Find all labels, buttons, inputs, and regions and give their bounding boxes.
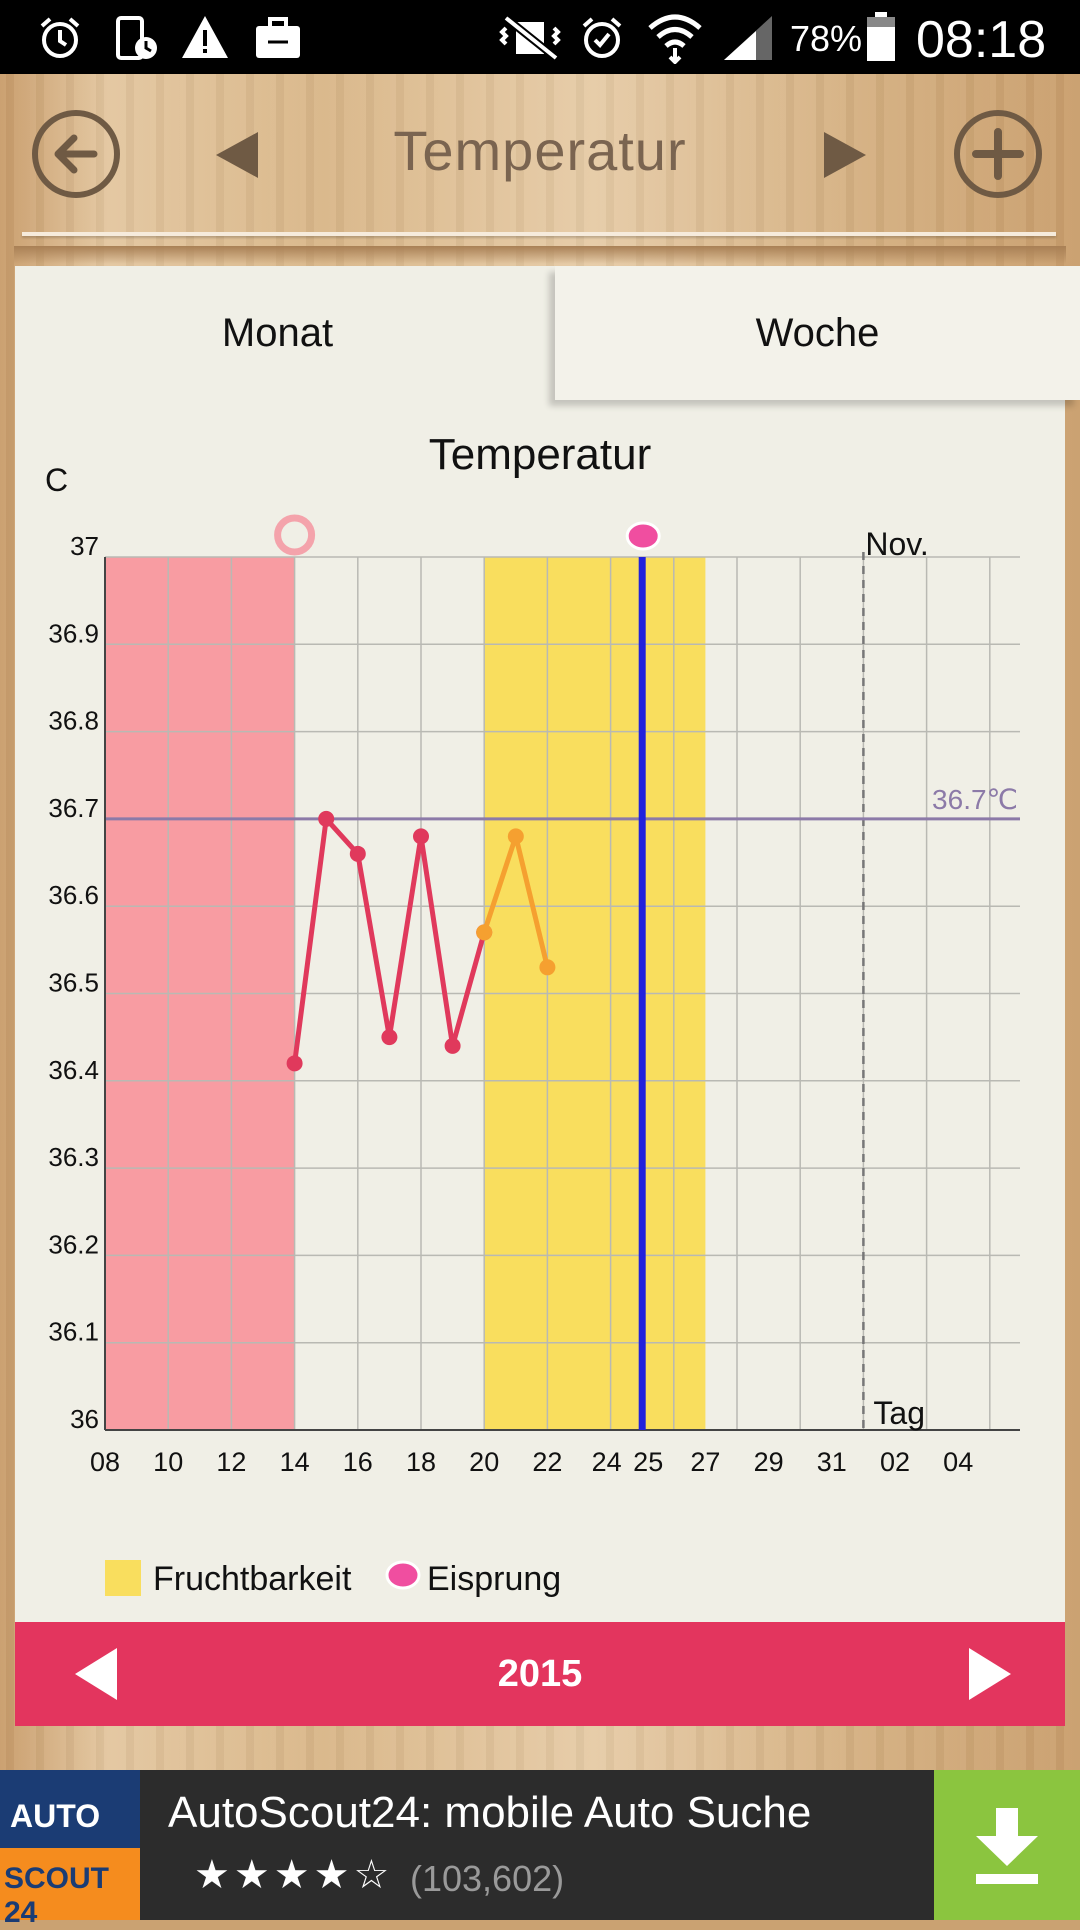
- temperature-chart: Temperatur C 37 36.9 36.8 36.7 36.6 36.5 36.4 3…: [45, 430, 1020, 1598]
- x-tick-label: 20: [469, 1447, 499, 1477]
- x-tick-label: 12: [216, 1447, 246, 1477]
- logo-top-text: AUTO: [10, 1798, 101, 1834]
- ovulation-line: [638, 557, 646, 1430]
- y-tick-label: 36.4: [48, 1055, 99, 1085]
- data-point: [539, 959, 556, 976]
- y-tick-label: 36.8: [48, 706, 99, 736]
- x-tick-label: 24: [592, 1447, 622, 1477]
- ovulation-marker: [625, 521, 661, 551]
- year-label: 2015: [497, 1653, 583, 1695]
- tab-monat[interactable]: Monat: [15, 266, 540, 400]
- data-point: [349, 845, 366, 862]
- data-point: [286, 1055, 303, 1072]
- phone-clock-icon: [116, 16, 157, 60]
- y-tick-label: 36.2: [48, 1229, 99, 1259]
- briefcase-icon: [256, 17, 300, 58]
- ad-title[interactable]: AutoScout24: mobile Auto Suche: [168, 1788, 812, 1837]
- y-tick-label: 36.6: [48, 880, 99, 910]
- x-tick-label: 02: [880, 1447, 910, 1477]
- chart-card: Temperatur C 37 36.9 36.8 36.7 36.6 36.5 36.4 3…: [15, 422, 1065, 1622]
- page-title: Temperatur: [393, 119, 687, 182]
- x-tick-label: 27: [690, 1447, 720, 1477]
- ad-banner[interactable]: AUTO SCOUT 24 AutoScout24: mobile Auto S…: [0, 1770, 1080, 1929]
- ad-review-count: (103,602): [410, 1858, 565, 1899]
- signal-icon: [724, 16, 772, 60]
- plus-circle-icon: [972, 128, 1024, 180]
- alarm-icon: [582, 17, 622, 58]
- battery-icon: [867, 12, 895, 61]
- next-page-button[interactable]: [820, 130, 870, 180]
- battery-percent: 78%: [790, 18, 863, 59]
- data-point: [507, 828, 524, 845]
- legend-swatch-fruchtbarkeit: [105, 1560, 141, 1596]
- x-tick-label: 10: [153, 1447, 183, 1477]
- x-tick-label: 08: [90, 1447, 120, 1477]
- ad-rating-stars: ★★★★☆: [194, 1853, 394, 1897]
- series-line-1: [292, 816, 487, 1064]
- wifi-icon: [648, 14, 702, 64]
- triangle-left-icon: [75, 1648, 117, 1700]
- x-tick-label: 14: [280, 1447, 310, 1477]
- download-icon: [976, 1808, 1038, 1884]
- reference-line-label: 36.7℃: [932, 784, 1018, 815]
- ad-app-logo[interactable]: AUTO SCOUT 24: [0, 1770, 140, 1929]
- arrow-left-circle-icon: [54, 134, 98, 174]
- data-point: [381, 1029, 398, 1046]
- y-tick-label: 36.7: [48, 793, 99, 823]
- x-tick-label: 31: [817, 1447, 847, 1477]
- x-tick-label: 16: [343, 1447, 373, 1477]
- y-tick-label: 36.9: [48, 618, 99, 648]
- x-tick-label: 18: [406, 1447, 436, 1477]
- triangle-right-icon: [824, 132, 866, 178]
- tab-woche[interactable]: Woche: [555, 266, 1080, 400]
- y-axis-label: C: [45, 462, 68, 498]
- back-button[interactable]: [32, 110, 120, 198]
- tab-bar: Monat Woche: [15, 266, 1080, 422]
- x-tick-label: 25: [633, 1447, 663, 1477]
- data-point: [476, 924, 493, 941]
- y-tick-label: 36.5: [48, 968, 99, 998]
- next-year-button[interactable]: [965, 1646, 1015, 1702]
- clock: 08:18: [916, 11, 1047, 69]
- y-tick-label: 36.1: [48, 1317, 99, 1347]
- data-point: [318, 810, 335, 827]
- add-button[interactable]: [954, 110, 1042, 198]
- legend-swatch-eisprung: [385, 1560, 421, 1590]
- alarm-icon: [40, 17, 80, 58]
- status-bar: 78% 08:18: [0, 0, 1080, 74]
- prev-year-button[interactable]: [71, 1646, 121, 1702]
- legend-label-fruchtbarkeit: Fruchtbarkeit: [153, 1560, 352, 1598]
- x-tick-label: 04: [943, 1447, 973, 1477]
- warning-icon: [182, 16, 228, 58]
- header-divider: [22, 232, 1056, 236]
- panel-shadow: [14, 246, 1066, 264]
- y-tick-label: 36: [70, 1404, 99, 1434]
- mute-vibrate-icon: [499, 14, 561, 62]
- data-point: [413, 828, 429, 845]
- prev-page-button[interactable]: [212, 130, 262, 180]
- month-label: Nov.: [865, 526, 928, 562]
- logo-bottom: SCOUT 24: [0, 1848, 140, 1929]
- legend-label-eisprung: Eisprung: [427, 1560, 561, 1598]
- logo-top: AUTO: [0, 1770, 140, 1848]
- data-point: [444, 1037, 461, 1054]
- x-tick-label: 29: [754, 1447, 784, 1477]
- year-navigation: 2015: [15, 1622, 1065, 1726]
- x-tick-label: 22: [532, 1447, 562, 1477]
- y-tick-label: 37: [70, 531, 99, 561]
- chart-title: Temperatur: [429, 430, 652, 479]
- x-axis-label: Tag: [873, 1395, 925, 1431]
- ad-download-button[interactable]: [934, 1770, 1080, 1920]
- triangle-right-icon: [969, 1648, 1011, 1700]
- triangle-left-icon: [216, 132, 258, 178]
- y-tick-label: 36.3: [48, 1142, 99, 1172]
- period-start-marker: [274, 514, 316, 556]
